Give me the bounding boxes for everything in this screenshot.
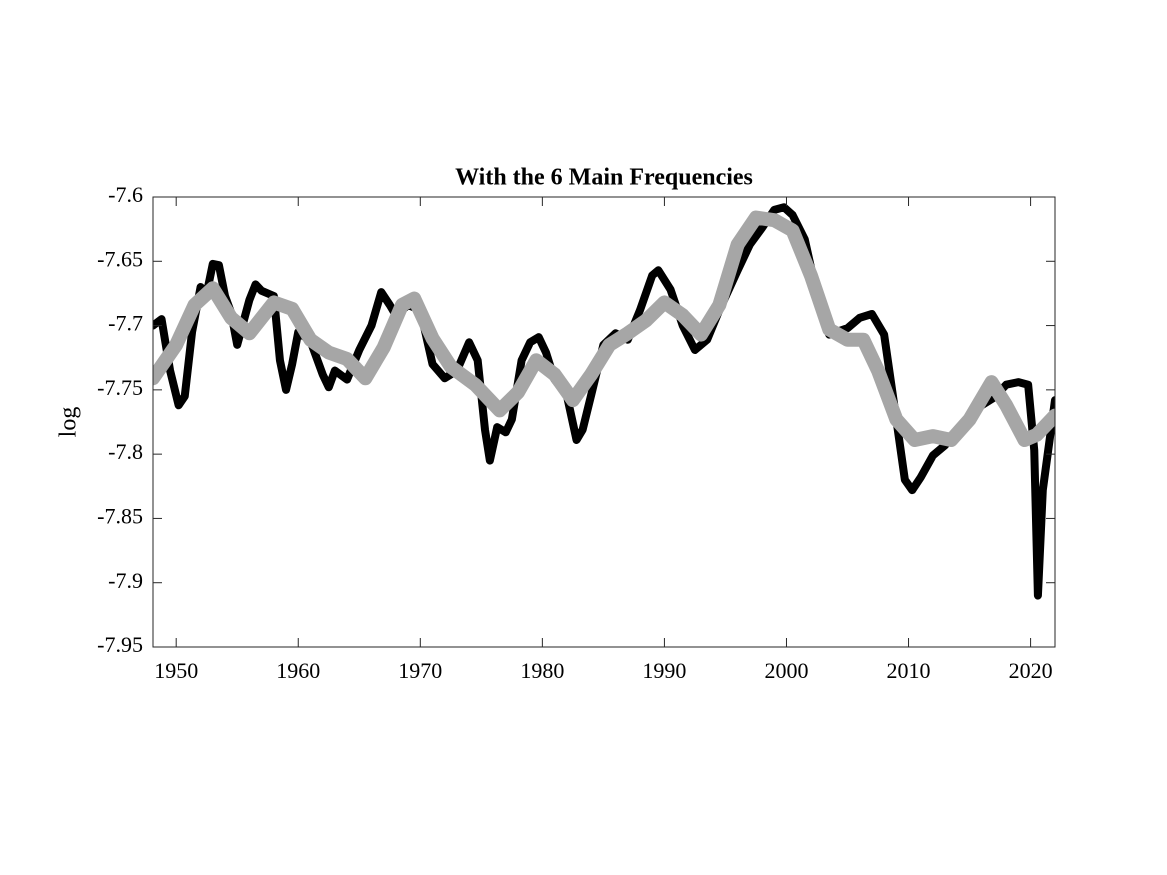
x-tick-label: 1980 [520, 658, 564, 683]
y-axis-label: log [56, 407, 82, 438]
plot-lines [153, 203, 1055, 600]
plot-box [152, 196, 1056, 648]
y-tick-label: -7.7 [108, 311, 143, 336]
x-tick-label: 1950 [154, 658, 198, 683]
y-tick-label: -7.95 [97, 632, 143, 657]
y-tick-label: -7.6 [108, 182, 143, 207]
x-tick-label: 2010 [887, 658, 931, 683]
x-tick-label: 2020 [1009, 658, 1053, 683]
x-tick-label: 1990 [642, 658, 686, 683]
y-tick-label: -7.9 [108, 568, 143, 593]
x-tick-label: 1960 [276, 658, 320, 683]
y-tick-label: -7.65 [97, 246, 143, 271]
x-tick-label: 1970 [398, 658, 442, 683]
x-tick-label: 2000 [764, 658, 808, 683]
y-tick-label: -7.8 [108, 439, 143, 464]
y-tick-label: -7.75 [97, 375, 143, 400]
chart-title: With the 6 Main Frequencies [455, 165, 753, 191]
series-line [153, 210, 1055, 447]
y-tick-label: -7.85 [97, 503, 143, 528]
series-line [153, 203, 1055, 600]
